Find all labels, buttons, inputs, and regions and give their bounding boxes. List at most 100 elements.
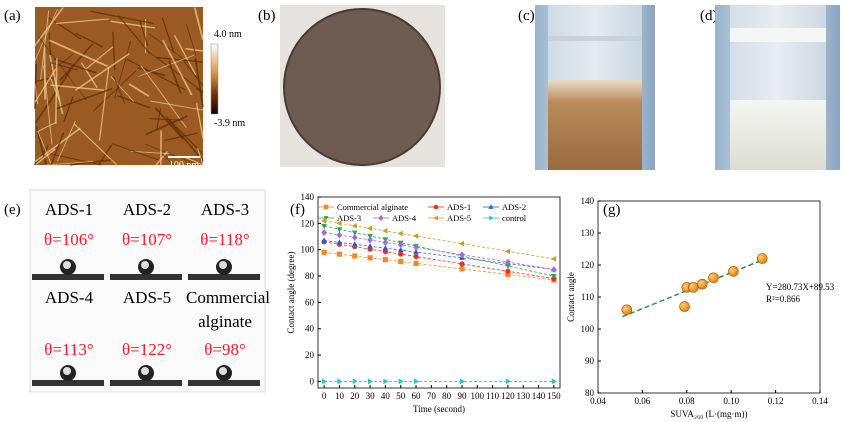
series-line <box>324 241 554 280</box>
marker <box>367 378 374 385</box>
fiber <box>49 77 61 102</box>
x-tick-label: 0.08 <box>679 396 695 406</box>
contact-angle: θ=107° <box>121 230 173 249</box>
sample-name: ADS-5 <box>122 288 172 307</box>
series-line <box>324 220 554 260</box>
legend-label: control <box>502 213 527 223</box>
panel-label: (e) <box>4 202 21 218</box>
legend-label: Commercial alginate <box>337 202 408 212</box>
marker <box>413 248 419 255</box>
fiber <box>161 17 175 53</box>
marker <box>413 253 419 260</box>
x-tick-label: 140 <box>532 391 546 401</box>
fiber <box>128 83 150 97</box>
fiber <box>34 83 39 105</box>
fiber <box>34 127 81 163</box>
x-tick-label: 80 <box>442 391 452 401</box>
fiber <box>114 40 132 99</box>
fiber <box>34 68 72 124</box>
y-tick-label: 20 <box>305 350 315 360</box>
fiber <box>75 53 130 91</box>
legend-marker <box>323 204 329 210</box>
contact-angle: θ=122° <box>121 340 173 359</box>
marker <box>505 378 512 385</box>
series-line <box>324 240 554 270</box>
fiber <box>49 62 78 71</box>
sample-name: ADS-2 <box>122 200 172 219</box>
scale-label: 100 nm <box>169 160 200 171</box>
series-line <box>324 225 554 277</box>
marker <box>351 230 358 236</box>
liquid <box>548 80 642 170</box>
marker <box>398 251 404 257</box>
fiber <box>85 46 114 70</box>
marker <box>505 271 511 278</box>
marker <box>551 378 557 385</box>
fiber <box>34 8 58 61</box>
colorbar-max: 4.0 nm <box>214 29 242 40</box>
series-line <box>324 232 554 270</box>
contact-angle: θ=106° <box>43 230 95 249</box>
panel-frame <box>29 189 266 393</box>
x-tick-label: 30 <box>366 391 376 401</box>
fiber <box>197 147 204 166</box>
fiber <box>53 58 97 74</box>
substrate <box>32 380 104 386</box>
legend-marker <box>489 215 494 221</box>
fiber <box>138 54 195 77</box>
fiber <box>161 152 174 166</box>
marker <box>398 258 404 265</box>
point <box>708 272 719 284</box>
sample-name: ADS-3 <box>200 200 250 219</box>
marker <box>351 241 358 247</box>
panel-label: (f) <box>290 202 305 218</box>
marker <box>336 251 343 257</box>
substrate <box>110 274 182 280</box>
x-tick-label: 120 <box>501 391 515 401</box>
fiber <box>57 120 76 162</box>
marker <box>321 223 327 230</box>
fiber <box>73 123 118 166</box>
marker <box>351 222 357 229</box>
x-tick-label: 90 <box>457 391 467 401</box>
colorbar-min: -3.9 nm <box>214 118 245 129</box>
meniscus <box>548 36 642 41</box>
marker <box>322 378 328 385</box>
fiber <box>63 96 74 123</box>
fiber <box>162 39 193 96</box>
substrate <box>188 380 260 386</box>
marker <box>459 251 465 259</box>
fiber <box>98 66 110 141</box>
sample-name: ADS-1 <box>44 200 94 219</box>
marker <box>336 227 343 233</box>
marker <box>337 378 343 385</box>
sample-name: Commercial alginate <box>186 288 271 331</box>
marker <box>550 256 556 262</box>
fiber <box>145 144 199 166</box>
marker <box>505 263 511 270</box>
point <box>697 278 708 290</box>
marker <box>413 378 420 385</box>
x-tick-label: 60 <box>412 391 422 401</box>
y-tick-label: 110 <box>581 292 595 302</box>
panel-label: (b) <box>258 8 276 24</box>
x-tick-label: 0.06 <box>635 396 651 406</box>
marker <box>413 243 419 251</box>
marker <box>397 246 404 253</box>
substrate <box>32 274 104 280</box>
fiber <box>195 87 204 94</box>
y-tick-label: 140 <box>581 196 595 206</box>
y-tick-label: 80 <box>305 271 315 281</box>
fiber <box>193 7 204 41</box>
x-tick-label: 110 <box>486 391 500 401</box>
marker <box>352 378 358 385</box>
marker <box>412 233 419 239</box>
colorbar <box>210 43 219 115</box>
droplet-highlight <box>63 261 71 269</box>
fiber <box>43 47 46 100</box>
foam <box>730 28 826 42</box>
fiber <box>168 60 182 95</box>
marker <box>321 217 327 224</box>
legend-marker <box>488 204 494 209</box>
